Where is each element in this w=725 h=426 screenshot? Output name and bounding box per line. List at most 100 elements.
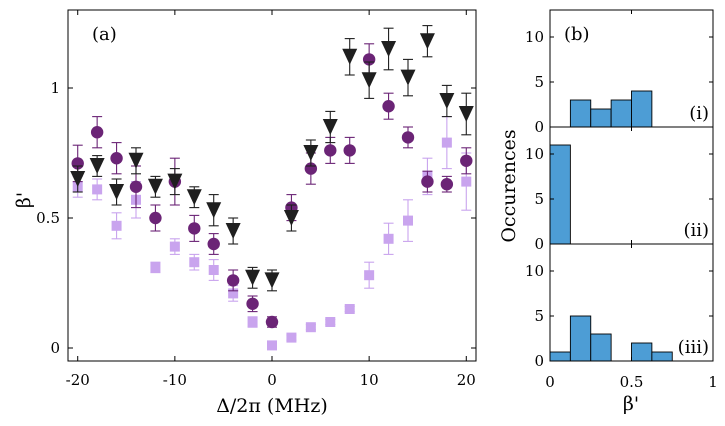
panel-a-x-tick-label: -10: [163, 371, 187, 389]
histogram-bar: [631, 342, 653, 362]
panel-a-x-tick-label: 10: [360, 371, 379, 389]
data-point-square: [247, 317, 258, 327]
panel-a-axes-frame: [67, 9, 477, 362]
data-point-circle: [129, 180, 143, 193]
panel-b-x-tick-label: 0.5: [620, 373, 644, 391]
panel-b-sub-iii-frame: [549, 243, 714, 362]
data-point-square: [461, 176, 472, 187]
panel-b-y-tick-label: 10: [525, 145, 544, 163]
data-point-square: [228, 288, 239, 299]
data-point-circle: [90, 126, 104, 139]
panel-b-x-axis-label: β': [623, 393, 639, 415]
data-point-circle: [265, 315, 279, 329]
histogram-bar: [590, 108, 612, 128]
panel-a-y-tick-label: 1: [50, 79, 60, 97]
data-point-triangle: [283, 210, 299, 226]
panel-b-y-tick-label: 0: [534, 352, 544, 370]
data-point-triangle: [303, 145, 319, 161]
data-point-circle: [401, 131, 415, 144]
data-point-square: [441, 137, 452, 148]
data-point-triangle: [70, 171, 86, 187]
panel-b-y-tick-label: 10: [525, 28, 544, 46]
panel-b-y-tick-label: 5: [534, 307, 544, 325]
panel-a-scatter-plot: (a) Δ/2π (MHz) β' -20 -10 0 10 20 0 0.5 …: [13, 9, 477, 417]
data-point-triangle: [439, 93, 455, 109]
data-point-triangle: [245, 269, 261, 286]
panel-a-x-tick-label: -20: [66, 371, 90, 389]
data-point-square: [169, 241, 180, 252]
data-point-square: [111, 220, 122, 231]
data-point-triangle: [381, 41, 397, 57]
data-point-square: [364, 270, 375, 281]
data-point-circle: [460, 154, 473, 167]
panel-a-x-tick-label: 0: [267, 371, 277, 389]
data-point-square: [344, 304, 355, 314]
data-point-circle: [382, 100, 395, 113]
data-point-circle: [110, 152, 123, 165]
panel-b-y-tick-label: 5: [534, 190, 544, 208]
data-point-circle: [207, 237, 220, 251]
histogram-3: 0 5 10 (iii): [525, 244, 714, 370]
panel-b-label: (b): [564, 24, 590, 45]
data-point-square: [208, 265, 219, 275]
data-point-square: [403, 215, 413, 226]
data-point-triangle: [147, 178, 163, 195]
panel-b-y-axis-label: Occurences: [498, 129, 520, 242]
data-point-circle: [343, 144, 356, 157]
panel-a-x-tick-label: 20: [457, 371, 476, 389]
data-point-square: [189, 257, 200, 268]
data-point-triangle: [419, 33, 435, 50]
panel-b-content: 0 5 10 (i) 0 5 10 (ii) 0 5 10 (iii): [525, 10, 714, 370]
data-point-square: [267, 340, 277, 351]
panel-b-y-tick-label: 5: [534, 73, 544, 91]
series-square: [72, 116, 472, 351]
data-point-triangle: [109, 184, 125, 200]
data-point-triangle: [322, 119, 338, 135]
histogram-bar: [651, 351, 673, 362]
data-point-square: [286, 332, 297, 343]
panel-a-y-tick-label: 0: [50, 339, 60, 357]
data-point-square: [305, 322, 316, 333]
panel-a-label: (a): [92, 24, 117, 45]
panel-a-y-tick-label: 0.5: [36, 209, 60, 227]
panel-b-y-tick-label: 0: [534, 118, 544, 136]
data-point-square: [92, 184, 103, 195]
data-point-triangle: [458, 106, 474, 122]
panel-b-y-tick-label: 0: [534, 235, 544, 253]
data-point-square: [383, 233, 394, 244]
panel-a-series-group: [70, 25, 474, 351]
data-point-triangle: [342, 48, 358, 65]
histogram-1: 0 5 10 (i): [525, 10, 714, 136]
data-point-triangle: [361, 72, 377, 89]
data-point-circle: [324, 144, 337, 157]
data-point-circle: [440, 178, 454, 191]
panel-b-x-tick-label: 0: [545, 373, 555, 391]
data-point-triangle: [89, 158, 105, 174]
histogram-bar: [590, 333, 612, 362]
data-point-triangle: [264, 272, 280, 289]
data-point-circle: [246, 297, 259, 310]
histogram-bar: [610, 99, 632, 128]
panel-a-x-axis-label: Δ/2π (MHz): [216, 395, 328, 417]
data-point-triangle: [206, 202, 222, 219]
panel-b-y-tick-label: 10: [525, 262, 544, 280]
data-point-circle: [149, 211, 162, 225]
panel-a-y-axis-label: β': [13, 192, 35, 208]
data-point-triangle: [128, 152, 144, 169]
data-point-square: [150, 262, 161, 273]
data-point-square: [325, 317, 336, 327]
histogram-bar: [549, 144, 571, 245]
histogram-sub-label: (iii): [678, 337, 709, 358]
panel-a-ticks: [68, 10, 476, 361]
histogram-2: 0 5 10 (ii): [525, 127, 714, 253]
data-point-triangle: [400, 69, 416, 86]
data-point-triangle: [167, 173, 183, 190]
data-point-circle: [188, 222, 201, 235]
histogram-bar: [569, 315, 592, 362]
histogram-sub-label: (ii): [683, 220, 709, 241]
data-point-triangle: [186, 189, 202, 206]
histogram-bar: [569, 99, 592, 128]
histogram-bar: [549, 351, 571, 362]
